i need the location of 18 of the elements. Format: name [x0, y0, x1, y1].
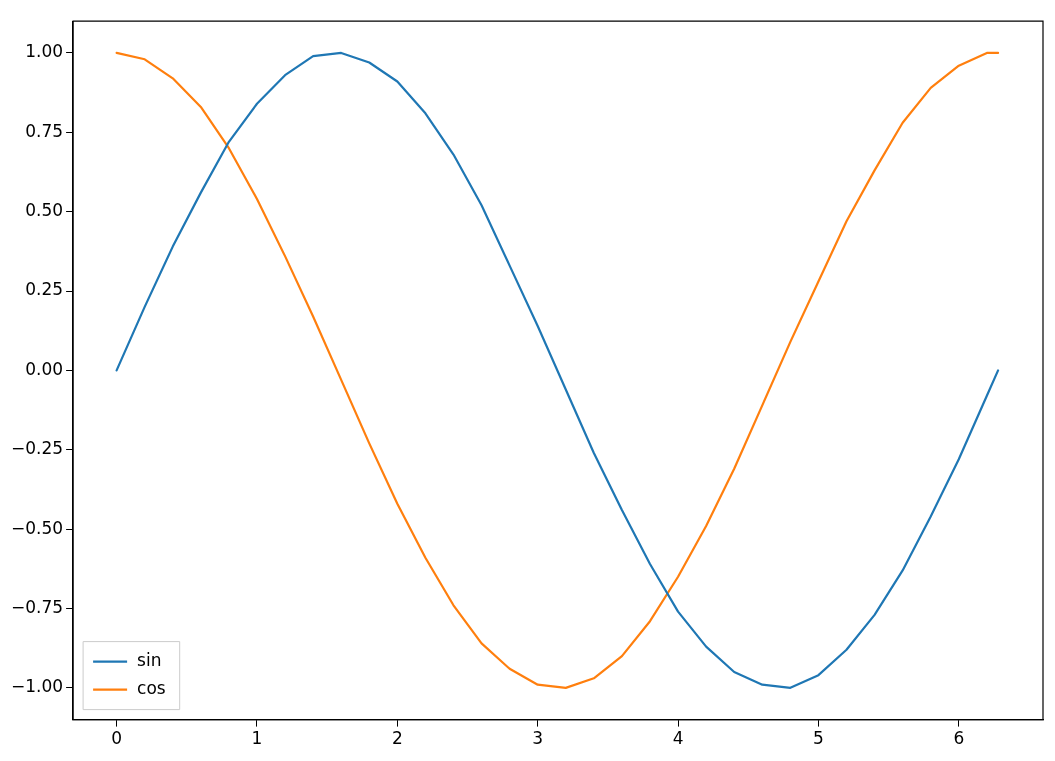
y-tick-label: −0.75 — [10, 596, 64, 617]
x-tick-label: 2 — [391, 728, 403, 749]
y-tick-label: 0.00 — [25, 358, 64, 379]
y-tick-label: −1.00 — [10, 676, 64, 697]
legend-label: sin — [137, 650, 162, 671]
y-tick-label: 0.50 — [25, 200, 64, 221]
y-tick-label: 1.00 — [25, 41, 64, 62]
legend-label: cos — [137, 678, 166, 699]
x-tick-label: 4 — [672, 728, 684, 749]
y-tick-label: −0.50 — [10, 517, 64, 538]
x-tick-label: 1 — [251, 728, 263, 749]
y-tick-label: 0.25 — [25, 279, 64, 300]
x-tick-label: 3 — [532, 728, 544, 749]
y-tick-label: −0.25 — [10, 438, 64, 459]
y-tick-label: 0.75 — [25, 120, 64, 141]
x-tick-label: 5 — [813, 728, 824, 749]
x-tick-label: 0 — [111, 728, 123, 749]
x-tick-label: 6 — [953, 728, 965, 749]
